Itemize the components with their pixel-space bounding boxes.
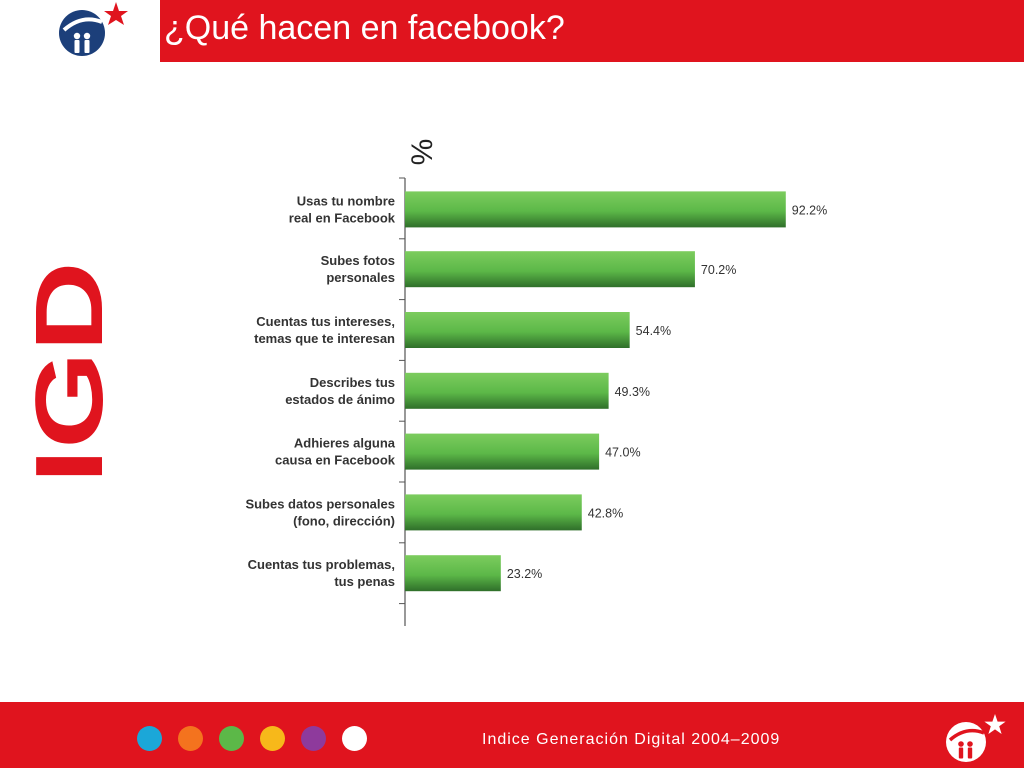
bar-2 bbox=[405, 251, 695, 288]
color-dot-5 bbox=[301, 726, 326, 751]
footer-bar: Indice Generación Digital 2004–2009 bbox=[0, 702, 1024, 768]
category-label-3-line-2: temas que te interesan bbox=[254, 331, 395, 346]
bar-6 bbox=[405, 494, 582, 531]
category-label-4-line-2: estados de ánimo bbox=[285, 392, 395, 407]
color-dot-1 bbox=[137, 726, 162, 751]
value-label-7: 23.2% bbox=[507, 567, 542, 581]
category-label-3-line-1: Cuentas tus intereses, bbox=[256, 314, 395, 329]
category-label-4-line-1: Describes tus bbox=[310, 375, 395, 390]
category-label-6-line-1: Subes datos personales bbox=[245, 496, 395, 511]
footer-text: Indice Generación Digital 2004–2009 bbox=[482, 731, 781, 748]
color-dot-2 bbox=[178, 726, 203, 751]
value-label-1: 92.2% bbox=[792, 203, 827, 217]
category-label-6-line-2: (fono, dirección) bbox=[293, 513, 395, 528]
igd-vertical-logo-text: IGD bbox=[30, 262, 115, 484]
color-dot-6 bbox=[342, 726, 367, 751]
y-axis-unit-label: % bbox=[406, 139, 439, 166]
category-label-1-line-1: Usas tu nombre bbox=[297, 193, 395, 208]
bar-5 bbox=[405, 433, 600, 470]
header-bar: ¿Qué hacen en facebook? bbox=[160, 0, 1024, 62]
color-dot-4 bbox=[260, 726, 285, 751]
bar-1 bbox=[405, 191, 786, 228]
value-label-6: 42.8% bbox=[588, 506, 623, 520]
value-label-5: 47.0% bbox=[605, 446, 640, 460]
chart-category-labels: Usas tu nombre real en Facebook Subes foto… bbox=[245, 193, 395, 589]
category-label-2-line-1: Subes fotos bbox=[321, 253, 395, 268]
igd-logo-top-icon bbox=[59, 2, 128, 56]
category-label-7-line-1: Cuentas tus problemas, bbox=[248, 557, 395, 572]
chart-value-labels: 92.2% 70.2% 54.4% 49.3% 47.0% 42.8% 23.2% bbox=[507, 203, 827, 581]
bar-7 bbox=[405, 555, 501, 592]
category-label-5-line-1: Adhieres alguna bbox=[294, 436, 396, 451]
value-label-3: 54.4% bbox=[636, 324, 671, 338]
color-dot-3 bbox=[219, 726, 244, 751]
category-label-5-line-2: causa en Facebook bbox=[275, 453, 396, 468]
bar-4 bbox=[405, 372, 609, 409]
igd-vertical-logo: IGD bbox=[30, 262, 115, 484]
bar-chart: Usas tu nombre real en Facebook Subes foto… bbox=[245, 139, 827, 626]
category-label-2-line-2: personales bbox=[326, 270, 395, 285]
slide-title: ¿Qué hacen en facebook? bbox=[164, 9, 565, 47]
category-label-7-line-2: tus penas bbox=[334, 574, 395, 589]
category-label-1-line-2: real en Facebook bbox=[289, 210, 396, 225]
chart-bars bbox=[405, 191, 786, 592]
chart-axis bbox=[399, 177, 406, 626]
color-dots bbox=[137, 726, 367, 752]
value-label-4: 49.3% bbox=[615, 385, 650, 399]
value-label-2: 70.2% bbox=[701, 263, 736, 277]
igd-logo-bottom-icon bbox=[946, 714, 1006, 762]
bar-3 bbox=[405, 312, 630, 348]
